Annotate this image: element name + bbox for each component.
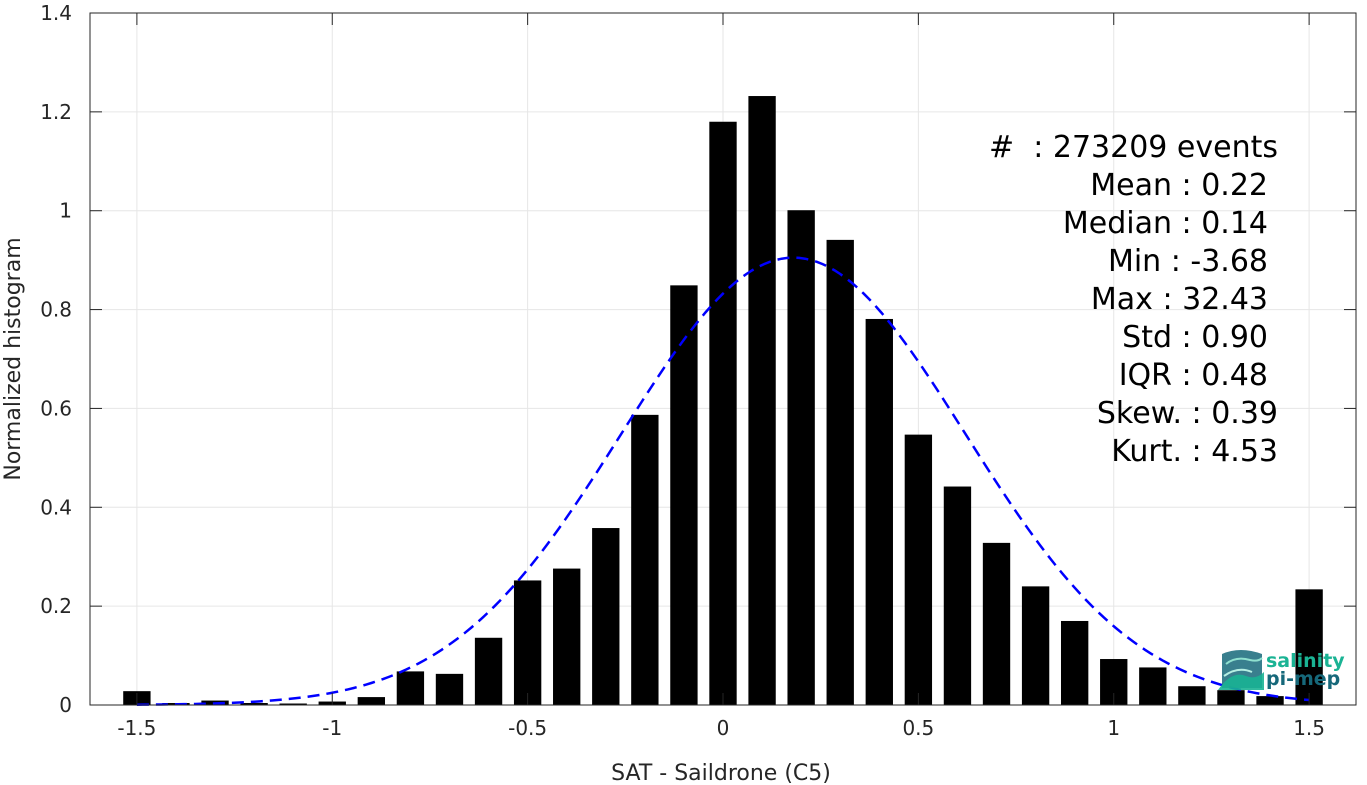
histogram-bar-28 (1217, 690, 1245, 705)
histogram-bar-7 (396, 671, 425, 705)
histogram-bar-9 (474, 637, 503, 705)
histogram-bar-22 (982, 542, 1011, 705)
stat-line-8: Kurt. : 4.53 (1111, 434, 1278, 469)
logo-text-line2: pi-mep (1266, 668, 1340, 690)
histogram-bar-21 (943, 486, 972, 705)
logo-wave-icon (1218, 650, 1264, 690)
y-tick-label-2: 0.4 (40, 495, 72, 519)
stat-line-3: Min : -3.68 (1108, 244, 1268, 279)
histogram-bar-15 (709, 121, 737, 705)
histogram-bar-10 (513, 580, 542, 705)
y-tick-label-0: 0 (59, 693, 72, 717)
y-axis-label: Normalized histogram (1, 237, 26, 480)
histogram-bar-12 (592, 528, 620, 705)
stat-line-0: # : 273209 events (989, 130, 1278, 165)
x-tick-label-5: 1 (1107, 716, 1120, 740)
stat-line-2: Median : 0.14 (1063, 206, 1268, 241)
y-tick-label-5: 1 (59, 199, 72, 223)
logo-text-line1: salinity (1266, 650, 1345, 672)
histogram-bar-6 (357, 697, 386, 705)
histogram-bar-29 (1256, 696, 1284, 705)
histogram-bars (123, 96, 1323, 706)
y-tick-label-3: 0.6 (40, 396, 72, 420)
histogram-bar-20 (904, 434, 933, 705)
histogram-bar-4 (279, 703, 307, 705)
histogram-bar-27 (1178, 686, 1206, 705)
histogram-bar-19 (865, 318, 893, 705)
y-tick-label-7: 1.4 (40, 1, 72, 25)
stat-line-1: Mean : 0.22 (1090, 168, 1268, 203)
stat-line-6: IQR : 0.48 (1119, 358, 1268, 393)
x-tick-label-2: -0.5 (508, 716, 547, 740)
histogram-bar-16 (748, 96, 776, 706)
x-axis-label: SAT - Saildrone (C5) (611, 761, 831, 785)
gaussian-fit-curve (136, 256, 1310, 706)
salinity-pimep-logo: salinity pi-mep (1218, 650, 1345, 690)
histogram-bar-14 (670, 285, 698, 705)
histogram-bar-18 (826, 239, 854, 705)
axes: -1.5 -1 -0.5 0 0.5 1 1.5 0 0.2 0.4 0.6 0.8 1 1.2 1.4 (40, 1, 1357, 740)
y-tick-label-6: 1.2 (40, 100, 72, 124)
x-tick-label-3: 0 (717, 716, 730, 740)
x-tick-label-1: -1 (322, 716, 342, 740)
x-tick-label-4: 0.5 (902, 716, 934, 740)
x-tick-label-6: 1.5 (1293, 716, 1325, 740)
stat-line-5: Std : 0.90 (1122, 320, 1268, 355)
histogram-bar-17 (787, 210, 815, 705)
stat-line-7: Skew. : 0.39 (1097, 396, 1278, 431)
histogram-bar-11 (553, 568, 581, 705)
y-tick-label-4: 0.8 (40, 298, 72, 322)
histogram-bar-26 (1139, 667, 1167, 705)
histogram-bar-24 (1060, 620, 1089, 705)
histogram-bar-23 (1021, 586, 1050, 705)
stat-line-4: Max : 32.43 (1091, 282, 1268, 317)
y-tick-label-1: 0.2 (40, 594, 72, 618)
histogram-bar-13 (631, 414, 659, 705)
x-tick-label-0: -1.5 (117, 716, 156, 740)
histogram-bar-30 (1295, 589, 1323, 705)
histogram-bar-8 (435, 673, 464, 705)
histogram-bar-3 (240, 703, 268, 705)
